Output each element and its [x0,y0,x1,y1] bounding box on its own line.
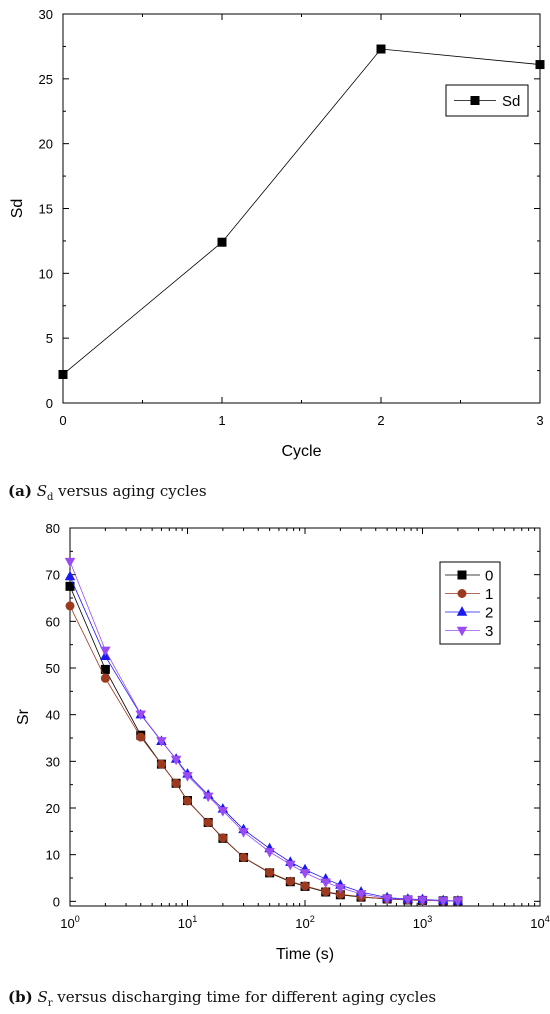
series-line-3 [69,561,458,902]
x-tick-label: 2 [377,413,384,428]
y-tick-label: 10 [39,266,53,281]
legend-marker [457,589,467,598]
legend-label: 2 [485,605,493,622]
data-point [202,792,214,803]
data-point [381,894,393,905]
caption-b-label: (b) [8,988,33,1006]
data-point [217,237,227,247]
data-point [218,833,228,843]
data-point [300,881,310,891]
y-tick-label: 70 [46,568,60,583]
data-point [65,601,75,611]
series-line-0 [69,586,458,902]
data-point [171,778,181,788]
y-tick-label: 5 [46,331,53,346]
y-tick-label: 20 [39,137,53,152]
data-point [535,60,545,70]
legend-label: Sd [502,93,520,110]
data-point [239,852,249,862]
y-tick-label: 0 [53,894,60,909]
legend-marker [456,626,468,637]
x-tick-label: 102 [295,914,314,931]
data-point [355,890,367,900]
data-point [64,570,76,581]
y-tick-label: 80 [46,521,60,536]
caption-a-symbol: S [36,482,47,500]
x-axis-label: Cycle [281,443,321,460]
y-tick-label: 10 [46,848,60,863]
data-point [335,884,346,894]
legend-label: 0 [485,568,493,585]
caption-b-subscript: r [47,998,53,1009]
caption-a-label: (a) [8,482,32,500]
legend-marker [456,606,468,616]
y-axis-label: Sr [15,708,32,725]
series-line-sd [62,48,541,375]
x-axis-label: Time (s) [276,946,334,963]
caption-a-text: versus aging cycles [53,482,207,500]
data-point [100,673,110,683]
y-tick-label: 30 [39,7,53,22]
data-point [64,557,76,568]
data-point [437,897,449,907]
series-line-1 [69,605,458,902]
data-point [156,759,166,769]
data-point [58,369,68,379]
caption-b: (b) Sr versus discharging time for diffe… [8,988,436,1009]
data-point [417,896,428,906]
y-tick-label: 30 [46,754,60,769]
legend-marker [470,96,480,105]
data-point [135,710,146,721]
y-tick-label: 40 [46,708,60,723]
x-tick-label: 100 [60,914,79,931]
data-point [182,772,193,782]
y-tick-label: 20 [46,801,60,816]
data-point [264,848,275,858]
y-tick-label: 15 [39,202,53,217]
y-axis-label: Sd [9,199,26,219]
legend-marker [457,570,467,580]
data-point [320,878,331,889]
caption-b-text: versus discharging time for different ag… [52,988,437,1006]
legend: Sd [445,84,529,117]
data-point [321,887,331,897]
y-tick-label: 0 [46,396,53,411]
data-point [402,895,414,906]
x-tick-label: 103 [413,914,432,931]
data-point [265,867,275,877]
x-tick-label: 1 [218,413,225,428]
x-tick-label: 104 [530,914,549,931]
x-tick-label: 0 [59,413,66,428]
caption-a: (a) Sd versus aging cycles [8,482,207,503]
data-point [452,897,464,907]
data-point [238,828,249,838]
data-point [183,796,192,806]
x-tick-label: 3 [536,413,543,428]
data-point [217,807,229,817]
series-line-2 [69,576,458,902]
legend-label: 1 [485,586,493,603]
data-point [170,755,182,766]
data-point [136,732,146,742]
data-point [285,876,295,886]
data-point [299,869,311,879]
x-tick-label: 101 [178,914,197,931]
data-point [376,44,386,54]
data-point [285,860,296,871]
y-tick-label: 50 [46,661,60,676]
caption-a-subscript: d [46,492,54,503]
legend-label: 3 [485,623,493,640]
y-tick-label: 25 [39,72,53,87]
legend-box [445,84,529,117]
caption-b-symbol: S [37,988,48,1006]
plot-frame [62,13,541,404]
data-point [203,817,213,827]
legend: 01 23 [439,561,501,645]
data-point [100,646,111,657]
data-point [156,737,167,747]
y-tick-label: 60 [46,614,60,629]
